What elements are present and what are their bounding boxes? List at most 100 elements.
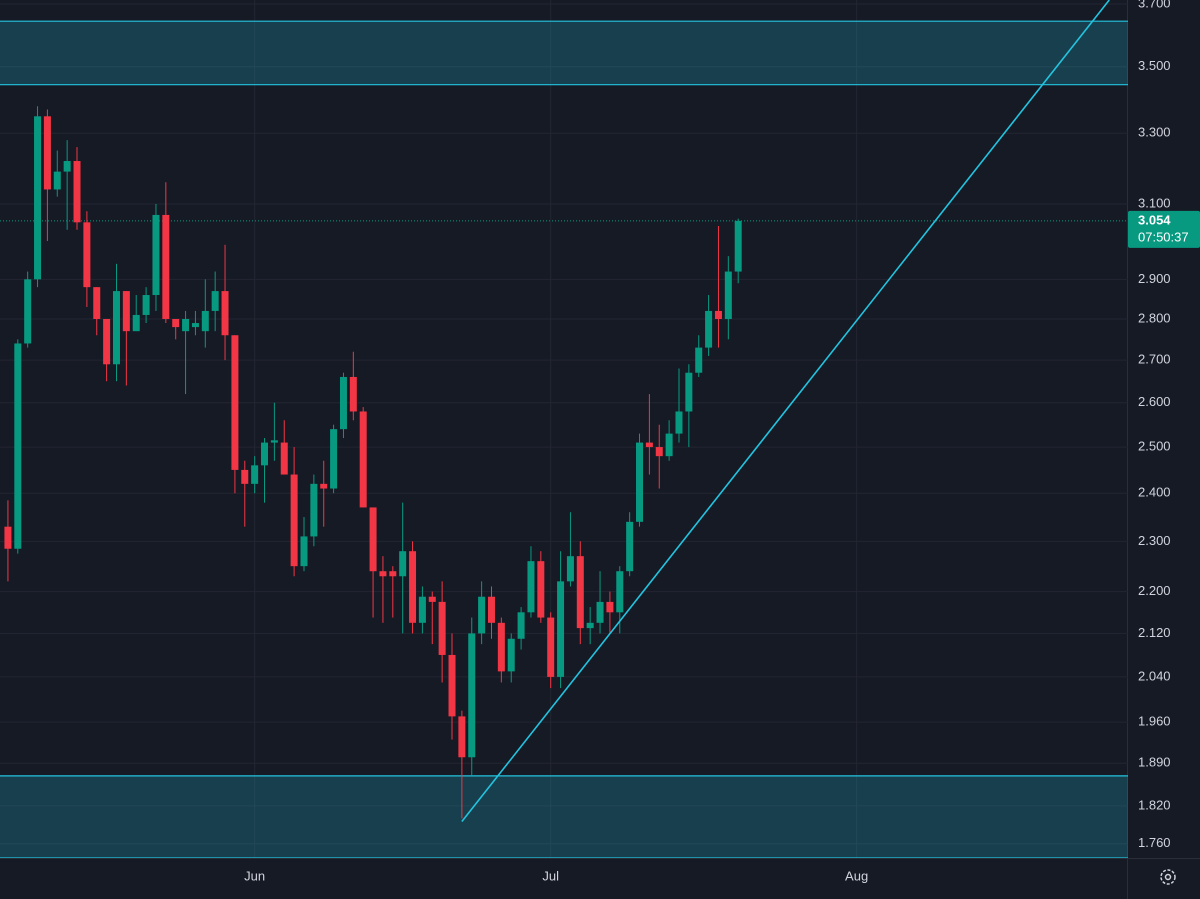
candle-body	[330, 429, 338, 489]
candle-body	[349, 376, 357, 412]
candle-body	[132, 314, 140, 332]
y-tick-label: 2.300	[1138, 533, 1171, 548]
candle-body	[576, 556, 584, 629]
candle-body	[418, 596, 426, 623]
y-tick-label: 3.700	[1138, 0, 1171, 10]
candle-body	[468, 633, 476, 758]
candle-body	[517, 612, 525, 639]
y-tick-label: 3.100	[1138, 195, 1171, 210]
candle-body	[191, 323, 199, 328]
candle-body	[458, 716, 466, 758]
x-tick-label: Jun	[244, 868, 265, 883]
candle-body	[93, 287, 101, 319]
candle-body	[606, 601, 614, 613]
candle-body	[152, 214, 160, 296]
candle-body	[507, 638, 515, 672]
y-tick-label: 2.120	[1138, 625, 1171, 640]
candle-body	[359, 411, 367, 508]
candle-body	[339, 376, 347, 430]
candle-body	[527, 561, 535, 613]
y-tick-label: 1.890	[1138, 755, 1171, 770]
candle-body	[142, 295, 150, 315]
zone	[0, 21, 1128, 85]
candle-body	[557, 581, 565, 677]
candle-body	[478, 596, 486, 634]
candle-body	[73, 161, 81, 223]
candle-body	[636, 442, 644, 522]
last-price-label: 3.054	[1138, 212, 1171, 227]
y-tick-label: 2.040	[1138, 668, 1171, 683]
candle-body	[547, 617, 555, 677]
candle-body	[300, 536, 308, 567]
plot-area	[0, 0, 1128, 858]
gear-center[interactable]	[1164, 873, 1172, 881]
y-tick-label: 3.300	[1138, 125, 1171, 140]
y-tick-label: 3.500	[1138, 58, 1171, 73]
y-tick-label: 2.700	[1138, 352, 1171, 367]
last-price-box	[1128, 210, 1200, 248]
y-tick-label: 2.500	[1138, 439, 1171, 454]
candle-body	[201, 310, 209, 332]
y-tick-label: 1.760	[1138, 835, 1171, 850]
x-tick-label: Jul	[542, 868, 559, 883]
candle-body	[112, 291, 120, 365]
candle-body	[63, 161, 71, 172]
y-tick-label: 2.600	[1138, 394, 1171, 409]
candle-body	[320, 483, 328, 489]
candle-body	[586, 622, 594, 629]
candle-body	[616, 571, 624, 613]
candle-body	[675, 411, 683, 434]
candle-body	[43, 116, 51, 190]
candle-body	[428, 596, 436, 602]
candle-body	[310, 483, 318, 537]
candle-body	[695, 347, 703, 373]
candle-body	[665, 433, 673, 457]
candle-body	[399, 551, 407, 577]
gear[interactable]	[1160, 869, 1176, 885]
y-tick-label: 2.400	[1138, 485, 1171, 500]
candle-body	[122, 291, 130, 332]
y-tick-label: 1.960	[1138, 714, 1171, 729]
candle-body	[24, 279, 32, 344]
candle-body	[645, 442, 653, 448]
y-tick-label: 1.820	[1138, 797, 1171, 812]
candle-body	[705, 310, 713, 348]
countdown-label: 07:50:37	[1138, 229, 1189, 244]
trendline	[461, 0, 1110, 823]
candle-body	[270, 440, 278, 443]
candle-body	[221, 291, 229, 336]
candle-body	[182, 318, 190, 332]
zone	[0, 775, 1128, 858]
candle-body	[14, 343, 22, 549]
candle-body	[626, 521, 634, 572]
candle-body	[685, 372, 693, 412]
candle-body	[172, 318, 180, 328]
candle-body	[261, 442, 269, 466]
candle-body	[389, 571, 397, 577]
candle-body	[714, 310, 722, 319]
candle-body	[280, 442, 288, 475]
candle-body	[497, 622, 505, 672]
y-tick-label: 2.900	[1138, 271, 1171, 286]
x-tick-label: Aug	[845, 868, 868, 883]
candle-body	[211, 291, 219, 311]
candle-body	[162, 214, 170, 319]
candle-body	[369, 507, 377, 572]
candle-body	[487, 596, 495, 623]
candle-body	[34, 116, 42, 280]
candle-body	[596, 601, 604, 623]
candle-body	[724, 271, 732, 319]
candle-body	[409, 551, 417, 623]
candle-body	[734, 220, 742, 272]
settings-icon[interactable]	[1160, 869, 1176, 885]
candle-body	[53, 171, 61, 190]
candle-body	[655, 447, 663, 457]
candle-body	[231, 335, 239, 470]
candle-body	[537, 561, 545, 618]
candle-body	[4, 526, 12, 549]
candle-body	[251, 465, 259, 484]
y-tick-label: 2.800	[1138, 310, 1171, 325]
